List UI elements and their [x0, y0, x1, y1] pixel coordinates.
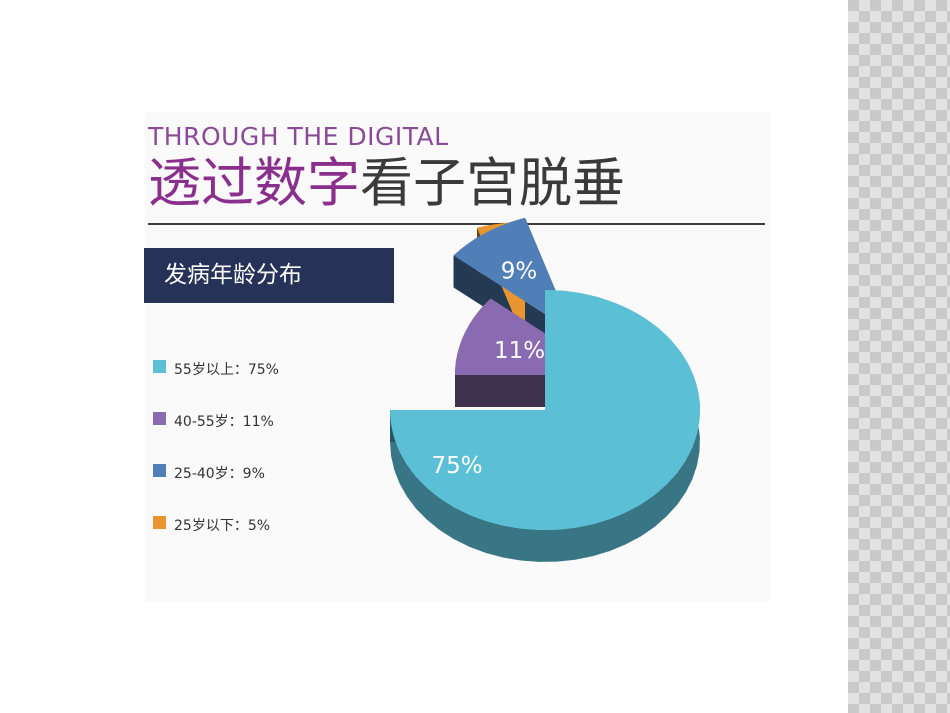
chart-subtitle: 发病年龄分布 — [144, 248, 394, 303]
title-accent: 透过数字 — [148, 153, 360, 214]
legend-swatch — [153, 360, 166, 373]
pie-data-label: 75% — [431, 453, 482, 479]
header-kicker: THROUGH THE DIGITAL — [148, 122, 449, 151]
side-pattern — [848, 0, 950, 713]
pie-data-label: 9% — [501, 259, 538, 285]
legend-label: 25-40岁：9% — [174, 466, 265, 482]
legend-swatch — [153, 464, 166, 477]
legend-label: 25岁以下：5% — [174, 518, 271, 534]
page-title: 透过数字看子宫脱垂 — [148, 153, 625, 215]
pie-data-label: 11% — [494, 338, 545, 364]
legend-label: 55岁以上：75% — [174, 362, 279, 378]
pie-slice — [390, 290, 700, 530]
title-rest: 看子宫脱垂 — [360, 153, 625, 214]
legend-swatch — [153, 412, 166, 425]
pie-slice — [453, 217, 573, 332]
legend-swatch — [153, 516, 166, 529]
legend-label: 40-55岁：11% — [174, 414, 274, 430]
title-divider — [148, 223, 765, 225]
